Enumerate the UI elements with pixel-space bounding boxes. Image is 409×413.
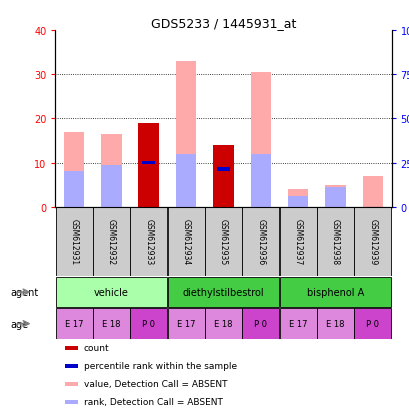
Text: GSM612938: GSM612938 — [330, 219, 339, 265]
Text: E 18: E 18 — [326, 319, 344, 328]
Bar — [175, 62, 196, 207]
Text: E 17: E 17 — [65, 319, 83, 328]
Text: diethylstilbestrol: diethylstilbestrol — [182, 287, 264, 297]
Text: E 17: E 17 — [176, 319, 195, 328]
Bar — [242, 309, 279, 339]
Bar — [55, 277, 167, 307]
Bar — [250, 154, 270, 207]
Text: GSM612933: GSM612933 — [144, 219, 153, 265]
Text: P 0: P 0 — [254, 319, 267, 328]
Text: GSM612932: GSM612932 — [107, 219, 116, 265]
Bar — [216, 168, 229, 172]
Bar — [167, 207, 204, 277]
Bar — [130, 207, 167, 277]
Text: GSM612937: GSM612937 — [293, 219, 302, 265]
Bar — [353, 309, 391, 339]
Bar — [93, 207, 130, 277]
Bar — [279, 309, 316, 339]
Text: percentile rank within the sample: percentile rank within the sample — [84, 361, 236, 370]
Bar — [353, 207, 391, 277]
Text: vehicle: vehicle — [94, 287, 128, 297]
Text: rank, Detection Call = ABSENT: rank, Detection Call = ABSENT — [84, 397, 222, 406]
Bar — [316, 207, 353, 277]
Bar — [287, 190, 308, 207]
Text: E 18: E 18 — [102, 319, 120, 328]
Text: GSM612939: GSM612939 — [367, 219, 376, 265]
Bar — [55, 309, 92, 339]
Bar — [167, 309, 204, 339]
Text: age: age — [10, 319, 28, 329]
Bar — [93, 309, 130, 339]
Title: GDS5233 / 1445931_at: GDS5233 / 1445931_at — [151, 17, 295, 30]
Text: bisphenol A: bisphenol A — [306, 287, 363, 297]
Bar — [250, 73, 270, 207]
Bar — [279, 207, 316, 277]
Text: E 18: E 18 — [213, 319, 232, 328]
Bar — [362, 176, 382, 207]
Bar — [316, 309, 353, 339]
Bar — [242, 207, 279, 277]
Bar — [324, 185, 345, 207]
Bar — [175, 154, 196, 207]
Bar — [65, 346, 78, 350]
Text: GSM612936: GSM612936 — [256, 219, 265, 265]
Bar — [65, 400, 78, 404]
Bar — [204, 309, 241, 339]
Bar — [167, 277, 279, 307]
Text: GSM612934: GSM612934 — [181, 219, 190, 265]
Text: value, Detection Call = ABSENT: value, Detection Call = ABSENT — [84, 380, 227, 388]
Bar — [101, 166, 121, 207]
Text: GSM612931: GSM612931 — [70, 219, 79, 265]
Bar — [287, 196, 308, 207]
Bar — [55, 207, 92, 277]
Bar — [65, 364, 78, 368]
Bar — [64, 133, 84, 207]
Text: P 0: P 0 — [142, 319, 155, 328]
Text: E 17: E 17 — [288, 319, 307, 328]
Bar — [138, 123, 159, 207]
Bar — [130, 309, 167, 339]
Text: P 0: P 0 — [366, 319, 378, 328]
Bar — [101, 135, 121, 207]
Text: agent: agent — [10, 287, 38, 297]
Bar — [279, 277, 391, 307]
Text: count: count — [84, 344, 109, 352]
Text: GSM612935: GSM612935 — [218, 219, 227, 265]
Bar — [142, 161, 155, 165]
Bar — [213, 146, 233, 207]
Bar — [204, 207, 241, 277]
Bar — [64, 172, 84, 207]
Bar — [324, 188, 345, 207]
Bar — [65, 382, 78, 386]
